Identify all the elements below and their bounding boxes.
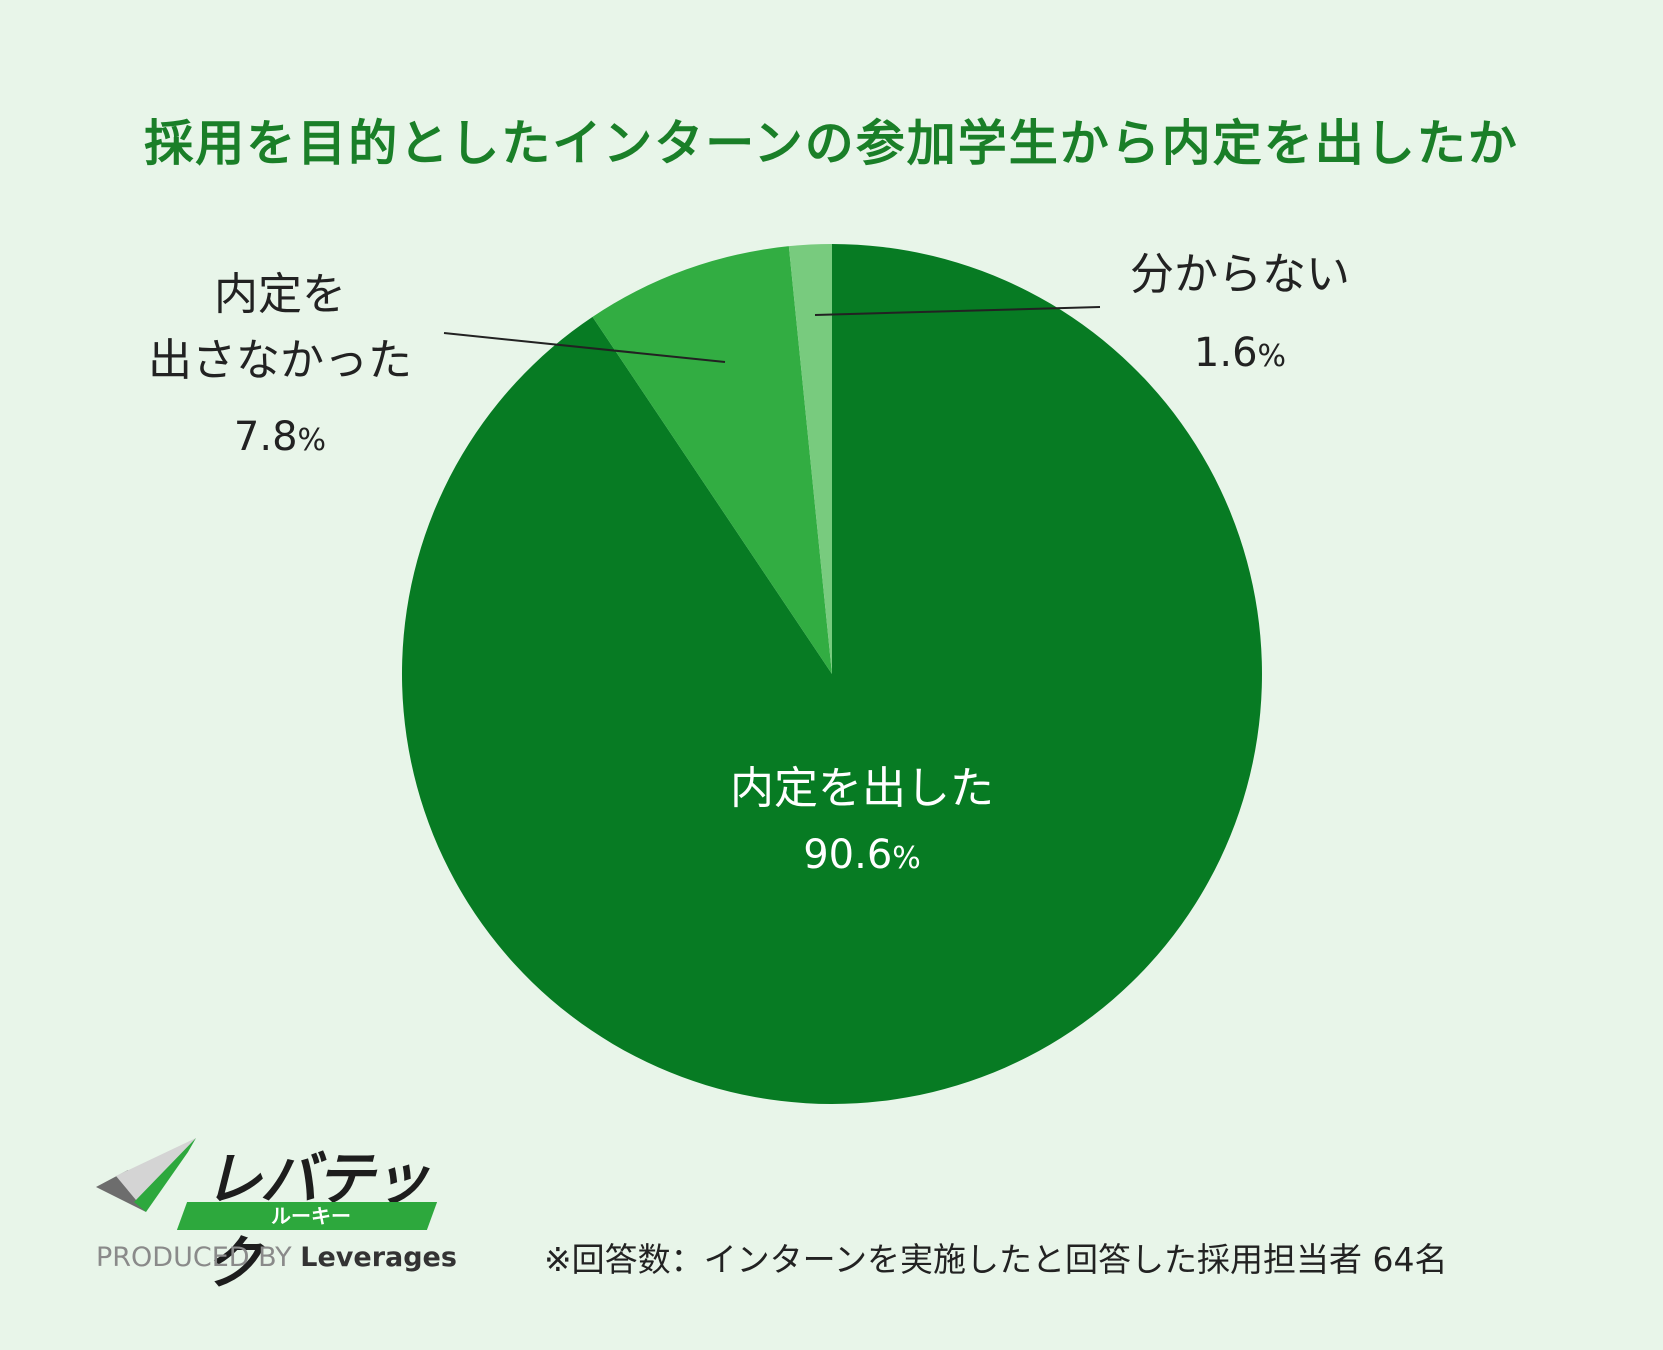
produced-by: PRODUCED BY Leverages xyxy=(96,1242,457,1273)
leader-line-unknown xyxy=(814,306,1101,316)
slice-value-not-offered-unit: % xyxy=(297,423,327,458)
pie-slice-offered xyxy=(401,244,1262,1105)
slice-label-not-offered: 内定を 出さなかった 7.8% xyxy=(110,262,450,474)
leader-line-not-offered xyxy=(443,332,726,363)
footnote: ※回答数：インターンを実施したと回答した採用担当者 64名 xyxy=(544,1240,1448,1279)
slice-label-not-offered-line1: 内定を xyxy=(214,269,346,320)
slice-value-unknown-unit: % xyxy=(1257,339,1287,374)
slice-label-offered-text: 内定を出した xyxy=(730,763,994,814)
brand-name: Leverages xyxy=(300,1242,457,1273)
slice-value-offered-unit: % xyxy=(892,841,921,876)
logo-name: レバテック xyxy=(204,1145,430,1297)
slice-label-unknown: 分からない 1.6% xyxy=(1085,242,1395,390)
slice-value-unknown: 1.6% xyxy=(1085,320,1395,390)
slice-value-offered: 90.6% xyxy=(632,822,1092,892)
slice-value-offered-num: 90.6 xyxy=(803,832,893,878)
pie-slices xyxy=(401,243,1262,1105)
logo-sub: ルーキー xyxy=(271,1204,351,1228)
slice-label-not-offered-line2: 出さなかった xyxy=(148,335,412,386)
slice-value-unknown-num: 1.6 xyxy=(1193,330,1258,376)
slice-value-not-offered-num: 7.8 xyxy=(233,414,298,460)
produced-by-text: PRODUCED BY xyxy=(96,1242,292,1273)
logo-check-icon xyxy=(96,1138,196,1212)
logo: レバテック ルーキー PRODUCED BY Leverages xyxy=(96,1138,457,1297)
pie-slice-not-offered xyxy=(592,246,832,675)
slice-label-offered: 内定を出した 90.6% xyxy=(632,756,1092,892)
chart-title: 採用を目的としたインターンの参加学生から内定を出したか xyxy=(144,115,1519,172)
pie-slice-unknown xyxy=(788,243,832,674)
slice-label-unknown-text: 分からない xyxy=(1130,249,1350,300)
slice-value-not-offered: 7.8% xyxy=(110,404,450,474)
